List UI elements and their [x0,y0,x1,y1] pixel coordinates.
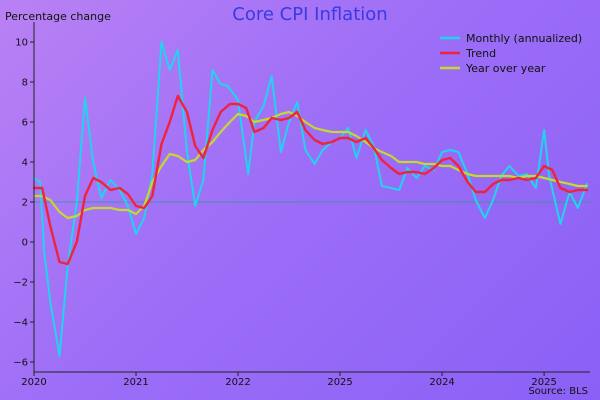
y-tick-label: −2 [13,278,28,289]
legend-label-trend: Trend [465,47,496,60]
series-line-monthly [33,41,588,357]
series-line-yoy [32,110,589,220]
y-tick-label: 6 [22,118,28,129]
y-tick-label: 10 [15,38,28,49]
y-tick-label: 4 [22,158,28,169]
y-tick-label: 2 [22,198,28,209]
y-tick-label: 8 [22,78,28,89]
x-tick-label: 2020 [21,377,46,388]
x-tick-label: 2024 [429,377,454,388]
legend-label-monthly: Monthly (annualized) [466,32,582,45]
x-tick-label: 2025 [531,377,556,388]
legend-label-yoy: Year over year [465,62,546,75]
y-tick-label: −4 [13,318,28,329]
y-axis-label: Percentage change [5,10,111,23]
series-layer [32,41,589,357]
x-tick-label: 2025 [327,377,352,388]
x-tick-label: 2021 [123,377,148,388]
y-ticks: 10 8 6 4 2 0 −2 −4 −6 [13,38,34,369]
source-note: Source: BLS [528,386,588,397]
chart-title: Core CPI Inflation [232,4,387,25]
series-line-trend [32,94,589,266]
x-tick-label: 2022 [225,377,250,388]
y-tick-label: −6 [13,358,28,369]
legend: Monthly (annualized) Trend Year over year [440,32,582,75]
x-ticks: 2020 2021 2022 2025 2024 2025 [21,372,557,388]
y-tick-label: 0 [22,238,28,249]
